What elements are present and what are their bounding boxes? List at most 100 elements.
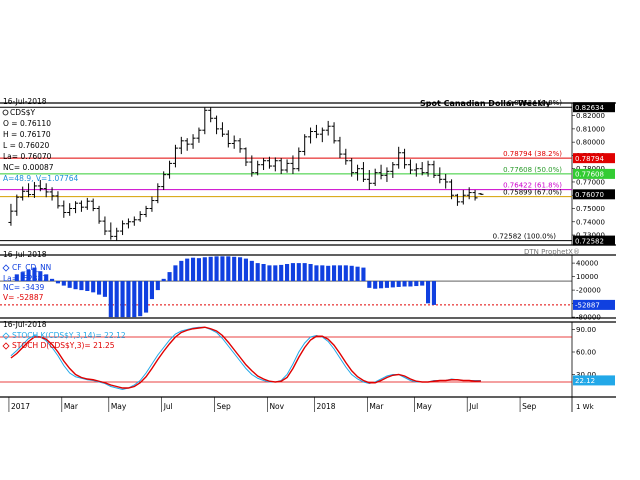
cot-bar [179, 260, 184, 282]
ohlc-bar [149, 196, 155, 212]
ohlc-bar [8, 203, 14, 226]
cot-bar [102, 281, 107, 297]
fib-level-label: 0.75899 (67.0%) [503, 189, 562, 197]
ohlc-bar [137, 211, 143, 222]
cot-last-badge [573, 299, 615, 310]
cot-bar [173, 265, 178, 282]
price-info-net_change: NC= 0.00087 [3, 163, 54, 172]
ohlc-bar [161, 171, 167, 190]
ohlc-bar [172, 144, 178, 168]
ohlc-bar [37, 179, 43, 192]
ohlc-bar [302, 134, 308, 156]
ohlc-bar [355, 164, 361, 181]
ohlc-bar [261, 158, 267, 171]
ohlc-bar [49, 187, 55, 201]
ohlc-bar [313, 124, 319, 139]
ohlc-bar [237, 138, 243, 153]
ohlc-bar [120, 220, 126, 236]
ohlc-bar [96, 205, 102, 224]
price-info-symbol: CDS$Y [10, 108, 36, 117]
cot-bar [138, 281, 143, 317]
ohlc-bar [167, 160, 173, 179]
cot-bar [349, 265, 354, 282]
ohlc-bar [331, 122, 337, 144]
cot-bar [167, 272, 172, 282]
ohlc-bar [90, 198, 96, 212]
cot-bar [290, 263, 295, 282]
ohlc-bar [308, 127, 314, 144]
x-axis-label: Nov [269, 402, 284, 411]
chart-panels: 0.730000.740000.750000.760000.770000.780… [0, 97, 616, 412]
fib-level-badge-label: 0.72582 [575, 237, 604, 245]
cot-y-tick-label: -20000 [576, 287, 601, 295]
ohlc-bar [366, 170, 372, 190]
cot-bar [255, 263, 260, 282]
cot-bar [373, 281, 378, 289]
cot-bar [285, 264, 290, 282]
cot-bar [132, 281, 137, 318]
cot-bar [144, 281, 149, 313]
cot-bar [97, 281, 102, 295]
cot-bar [326, 265, 331, 282]
ohlc-bar [196, 127, 202, 143]
price-y-tick-label: 0.81000 [576, 125, 605, 133]
cot-info-net-change: NC= -3439 [3, 283, 45, 292]
cot-bar [384, 281, 389, 288]
cot-series-marker-icon [2, 264, 10, 272]
last-price-badge [573, 189, 615, 200]
cot-bar [273, 265, 278, 282]
ohlc-bar [278, 158, 284, 174]
price-info-open: O = 0.76110 [3, 119, 51, 128]
stoch-d-marker-icon [2, 342, 10, 350]
cot-bar [120, 281, 125, 318]
cot-bar [91, 281, 96, 293]
ohlc-bar [84, 197, 90, 210]
ohlc-bar [319, 127, 325, 143]
cot-bar [214, 256, 219, 282]
cot-bar [414, 281, 419, 287]
cot-bar [55, 281, 60, 284]
ohlc-bar [155, 183, 161, 204]
ohlc-bar [20, 186, 26, 201]
ohlc-bar [337, 136, 343, 159]
ohlc-bar [143, 205, 149, 218]
cot-bar [355, 266, 360, 282]
ohlc-bar [202, 107, 208, 135]
cot-bar [44, 274, 49, 282]
fib-level-badge [573, 168, 615, 179]
ohlc-bar [478, 192, 484, 195]
ohlc-bar [360, 162, 366, 182]
cot-bar [32, 267, 37, 282]
cot-last-badge-label: -52887 [575, 302, 600, 310]
price-y-tick-label: 0.75000 [576, 205, 605, 213]
cot-bar [267, 265, 272, 282]
cot-bar [85, 281, 90, 291]
stoch-y-tick-label: 60.00 [576, 349, 596, 357]
cot-bar [191, 257, 196, 282]
ohlc-bar [243, 147, 249, 167]
ohlc-bar [26, 183, 32, 198]
ohlc-bar [413, 163, 419, 177]
ohlc-bar [466, 187, 472, 200]
price-y-tick-label: 0.73000 [576, 232, 605, 240]
ohlc-bar [460, 189, 466, 205]
ohlc-bar [443, 174, 449, 189]
stoch-info-k: STOCH K(CDS$Y,3,14)= 22.12 [12, 331, 126, 340]
cot-bar [337, 265, 342, 282]
cot-bar [420, 281, 425, 286]
stoch-y-tick-label: 30.00 [576, 371, 596, 379]
price-y-tick-label: 0.82000 [576, 112, 605, 120]
cot-bar [20, 272, 25, 282]
cot-bar [61, 281, 66, 286]
x-axis-interval-label: 1 Wk [576, 403, 595, 411]
ohlc-bar [449, 179, 455, 200]
ohlc-bar [431, 160, 437, 178]
x-axis-label: Sep [217, 402, 231, 411]
cot-bar [402, 281, 407, 287]
ohlc-bar [419, 162, 425, 176]
fib-level-badge [573, 153, 615, 164]
cot-bar [50, 278, 55, 282]
cot-bar [379, 281, 384, 289]
fib-level-label: 0.78794 (38.2%) [503, 150, 562, 158]
cot-bar [332, 265, 337, 282]
